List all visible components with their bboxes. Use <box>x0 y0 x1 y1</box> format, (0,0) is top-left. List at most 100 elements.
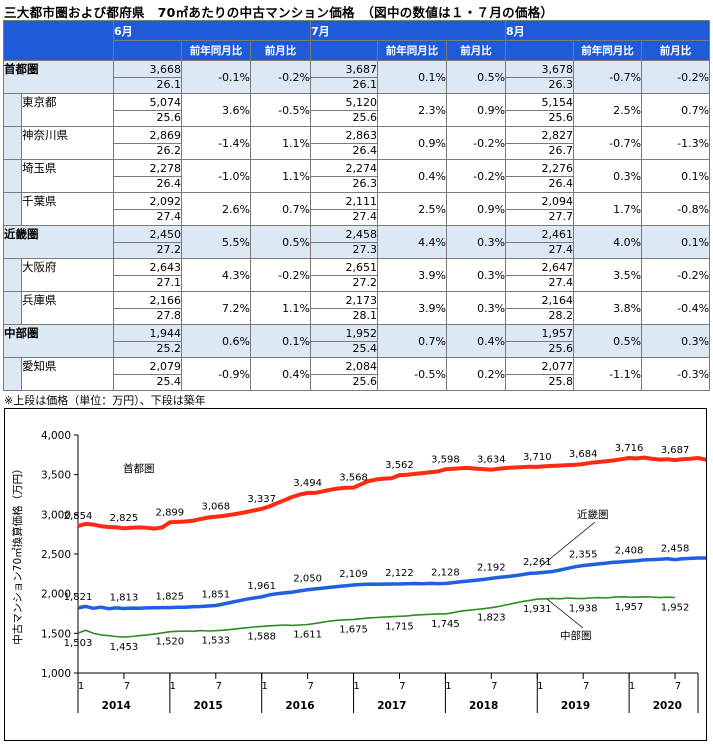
mom-change: -0.2% <box>446 126 507 160</box>
table-corner <box>3 20 114 61</box>
mom-change: -0.2% <box>249 60 312 94</box>
building-age: 26.7 <box>548 143 574 157</box>
yoy-change: 2.5% <box>377 192 448 226</box>
yoy-change: -0.5% <box>377 357 448 391</box>
region-band <box>3 93 22 127</box>
price-value: 1,957 <box>506 327 574 342</box>
mom-change: 0.5% <box>249 225 312 259</box>
price-cell: 3,687 26.1 <box>310 60 379 94</box>
yoy-change: 3.6% <box>181 93 251 127</box>
building-age: 27.4 <box>548 275 574 289</box>
mom-change: 0.1% <box>249 324 312 358</box>
x-month-label: 1 <box>262 681 268 692</box>
x-month-label: 7 <box>491 681 497 692</box>
prefecture-name: 大阪府 <box>21 258 114 292</box>
price-table: 6月 7月 8月 前年同月比 前月比 前年同月比 前月比 前年同月比 前月比 首都圏 3,668 2… <box>3 20 711 391</box>
price-cell: 2,869 26.2 <box>113 126 182 160</box>
yoy-subheader: 前年同月比 <box>377 40 448 61</box>
x-month-label: 7 <box>583 681 589 692</box>
region-band <box>3 192 22 226</box>
x-month-label: 7 <box>675 681 681 692</box>
x-year-label: 2020 <box>653 700 682 712</box>
yoy-change: 5.5% <box>181 225 251 259</box>
data-label: 3,598 <box>431 454 460 465</box>
month-header: 6月 <box>112 20 312 41</box>
building-age: 25.6 <box>352 110 378 124</box>
mom-change: 0.1% <box>641 225 711 259</box>
x-month-label: 7 <box>399 681 405 692</box>
prefecture-name: 兵庫県 <box>21 291 114 325</box>
x-month-label: 1 <box>629 681 635 692</box>
table-row: 愛知県 2,079 25.4 -0.9% 0.4% 2,084 25.6 -0.5% 0.2% 2… <box>3 357 711 391</box>
building-age: 28.1 <box>352 308 378 322</box>
price-value: 2,643 <box>114 261 181 276</box>
y-tick-label: 1,000 <box>41 668 71 680</box>
building-age: 26.1 <box>352 77 378 91</box>
yoy-change: 0.9% <box>377 126 448 160</box>
price-value: 2,651 <box>311 261 378 276</box>
page-title: 三大都市圏および都府県 70㎡あたりの中古マンション価格 （図中の数値は１・７月… <box>4 5 554 20</box>
yoy-change: 4.3% <box>181 258 251 292</box>
data-label: 1,825 <box>156 592 185 603</box>
region-band <box>3 291 22 325</box>
price-value: 2,278 <box>114 162 181 177</box>
y-tick-label: 3,000 <box>41 509 71 521</box>
data-label: 1,821 <box>64 592 93 603</box>
building-age: 27.7 <box>548 209 574 223</box>
y-tick-label: 2,500 <box>41 549 71 561</box>
mom-change: 0.3% <box>446 225 507 259</box>
x-year-label: 2017 <box>377 700 406 712</box>
price-value: 5,120 <box>311 96 378 111</box>
region-name: 中部圏 <box>3 324 114 358</box>
table-row: 千葉県 2,092 27.4 2.6% 0.7% 2,111 27.4 2.5% 0.9% 2,0… <box>3 192 711 226</box>
data-label: 1,813 <box>110 593 139 604</box>
price-value: 3,668 <box>114 63 181 78</box>
building-age: 25.4 <box>156 374 182 388</box>
price-value: 2,863 <box>311 129 378 144</box>
data-label: 2,109 <box>339 569 368 580</box>
table-row: 首都圏 3,668 26.1 -0.1% -0.2% 3,687 26.1 0.1% 0.5% 3… <box>3 60 711 94</box>
building-age: 25.6 <box>548 341 574 355</box>
yoy-change: -1.4% <box>181 126 251 160</box>
price-subheader <box>505 40 575 61</box>
data-label: 3,634 <box>477 455 506 466</box>
price-value: 2,092 <box>114 195 181 210</box>
price-cell: 2,084 25.6 <box>310 357 379 391</box>
mom-change: 1.1% <box>249 291 312 325</box>
month-header: 8月 <box>505 20 711 41</box>
data-label: 1,938 <box>569 604 598 615</box>
mom-change: -0.4% <box>641 291 711 325</box>
mom-change: 0.9% <box>446 93 507 127</box>
mom-change: 0.1% <box>641 159 711 193</box>
yoy-change: 2.6% <box>181 192 251 226</box>
data-label: 1,588 <box>247 631 276 642</box>
price-value: 2,094 <box>506 195 574 210</box>
yoy-change: -1.1% <box>573 357 643 391</box>
price-cell: 2,863 26.4 <box>310 126 379 160</box>
yoy-change: -0.7% <box>573 126 643 160</box>
price-value: 2,077 <box>506 360 574 375</box>
data-label: 1,745 <box>431 619 460 630</box>
data-label: 2,128 <box>431 568 460 579</box>
y-axis-label: 中古マンション70㎡換算価格（万円） <box>11 463 24 644</box>
data-label: 1,520 <box>156 637 185 648</box>
table-row: 大阪府 2,643 27.1 4.3% -0.2% 2,651 27.2 3.9% 0.3% 2,… <box>3 258 711 292</box>
x-month-label: 1 <box>78 681 84 692</box>
prefecture-name: 埼玉県 <box>21 159 114 193</box>
data-label: 1,961 <box>247 581 276 592</box>
building-age: 26.4 <box>352 143 378 157</box>
price-cell: 2,276 26.4 <box>505 159 575 193</box>
data-label: 3,684 <box>569 449 598 460</box>
building-age: 25.2 <box>156 341 182 355</box>
y-tick-label: 4,000 <box>41 430 71 442</box>
mom-change: -0.5% <box>249 93 312 127</box>
price-cell: 2,166 27.8 <box>113 291 182 325</box>
mom-subheader: 前月比 <box>641 40 711 61</box>
region-name: 近畿圏 <box>3 225 114 259</box>
series-line-1 <box>77 455 706 531</box>
price-line-chart: 1,000 1,500 2,000 2,500 3,000 3,500 4,000 中古マンシ… <box>11 430 706 713</box>
yoy-change: 4.0% <box>573 225 643 259</box>
x-month-label: 1 <box>170 681 176 692</box>
price-cell: 2,111 27.4 <box>310 192 379 226</box>
mom-change: -0.3% <box>641 357 711 391</box>
